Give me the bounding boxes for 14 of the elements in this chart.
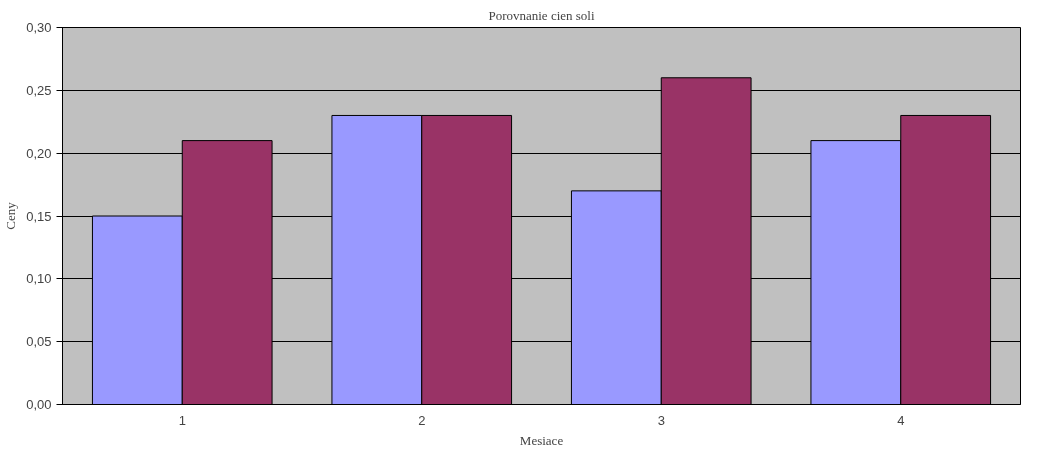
y-axis-title: Ceny	[3, 201, 19, 230]
chart-title: Porovnanie cien soli	[488, 7, 595, 23]
y-tick-label: 0,20	[26, 145, 52, 161]
y-tick-label: 0,25	[26, 82, 52, 98]
x-tick-label: 1	[178, 412, 186, 428]
x-tick-label: 2	[418, 412, 426, 428]
x-axis-title: Mesiace	[519, 432, 564, 448]
x-tick-label: 3	[657, 412, 665, 428]
y-tick-label: 0,00	[26, 397, 52, 412]
y-tick-label: 0,15	[26, 208, 52, 224]
y-tick-label: 0,30	[26, 20, 52, 35]
y-tick-label: 0,10	[26, 271, 52, 287]
x-tick-label: 4	[897, 412, 905, 428]
y-tick-label: 0,05	[26, 334, 52, 350]
